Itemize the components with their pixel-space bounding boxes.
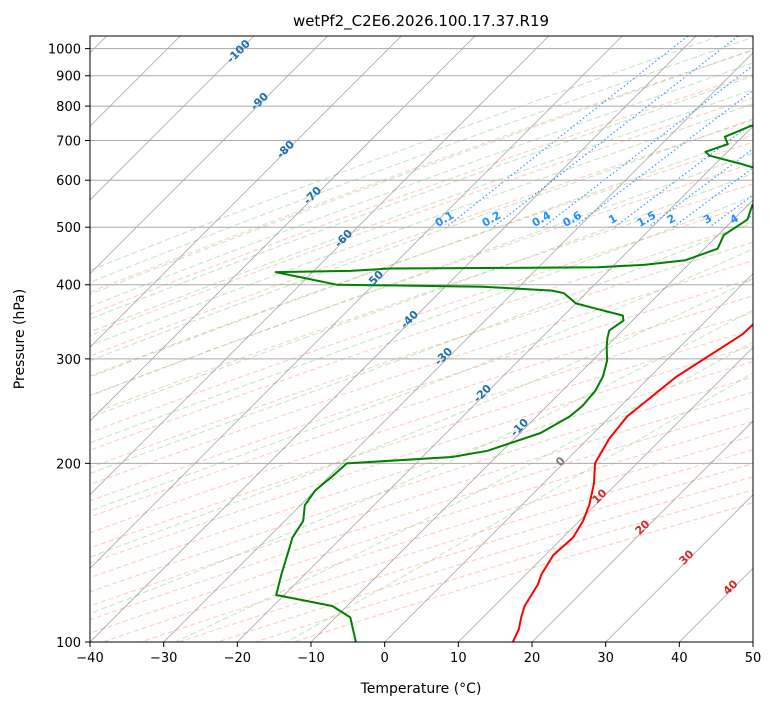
isotherm <box>384 273 753 642</box>
x-tick-label: −40 <box>76 651 103 666</box>
moist-adiabat <box>90 75 753 320</box>
isotherm <box>310 199 753 642</box>
background-lines <box>90 36 753 642</box>
dry-adiabat <box>90 97 753 336</box>
y-tick-label: 600 <box>56 174 81 189</box>
dry-adiabat <box>90 241 753 469</box>
isotherm <box>90 36 328 275</box>
isotherm <box>90 36 255 201</box>
x-tick-label: 20 <box>524 651 541 666</box>
x-tick-label: 50 <box>745 651 762 666</box>
y-tick-label: 700 <box>56 134 81 149</box>
moist-adiabat <box>90 278 753 558</box>
dry-adiabat <box>90 328 753 549</box>
series-layer <box>274 124 753 642</box>
x-tick-label: 30 <box>597 651 614 666</box>
isotherm <box>90 36 549 496</box>
y-axis-label: Pressure (hPa) <box>12 289 28 389</box>
moist-adiabat <box>90 309 753 615</box>
mixing-ratio-line <box>672 167 753 228</box>
x-tick-label: 40 <box>671 651 688 666</box>
moist-adiabat <box>90 62 753 308</box>
dry-adiabat <box>90 141 753 377</box>
moist-adiabat <box>90 49 753 295</box>
dry-adiabat <box>90 295 753 518</box>
isotherm <box>90 36 697 642</box>
dry-adiabat <box>90 162 753 396</box>
y-tick-label: 100 <box>56 636 81 651</box>
y-tick-label: 1000 <box>48 43 81 58</box>
dry-adiabat <box>90 391 753 607</box>
dry-adiabat <box>90 312 753 534</box>
chart-title: wetPf2_C2E6.2026.100.17.37.R19 <box>293 12 549 31</box>
y-tick-label: 300 <box>56 353 81 368</box>
isotherm <box>531 420 753 642</box>
moist-adiabat <box>90 36 720 271</box>
x-axis-label: Temperature (°C) <box>360 681 482 697</box>
moist-adiabat <box>90 152 753 397</box>
dry-adiabat <box>90 361 753 579</box>
y-tick-label: 800 <box>56 100 81 115</box>
isotherm <box>163 52 753 642</box>
moist-adiabat <box>90 172 753 418</box>
isotherm <box>90 36 623 569</box>
isotherm <box>90 36 476 422</box>
y-tick-label: 200 <box>56 457 81 472</box>
moist-adiabat <box>90 220 753 475</box>
dry-adiabat <box>90 277 753 502</box>
moist-adiabat <box>90 36 753 283</box>
moist-adiabat <box>90 89 753 333</box>
dry-adiabat <box>90 376 753 593</box>
moist-adiabat <box>90 195 753 444</box>
dry-adiabat <box>90 345 753 564</box>
isotherm <box>237 125 753 642</box>
moist-adiabat <box>90 118 753 362</box>
dewpoint-profile <box>274 124 753 642</box>
y-tick-label: 900 <box>56 70 81 85</box>
plot-background <box>90 36 753 642</box>
mixing-ratio-line <box>573 89 753 228</box>
isotherm <box>458 346 753 642</box>
x-tick-label: −30 <box>150 651 177 666</box>
isotherm <box>605 494 753 642</box>
grid-lines <box>90 36 753 642</box>
x-tick-label: −20 <box>224 651 251 666</box>
dry-adiabat <box>90 49 753 293</box>
temperature-profile <box>511 323 753 642</box>
plot-frame <box>89 35 754 643</box>
y-tick-label: 500 <box>56 221 81 236</box>
mixing-ratio-line <box>542 64 753 228</box>
x-tick-label: 0 <box>381 651 389 666</box>
y-axis: 100 200 300 400 500 600 700 800 900 1000 <box>48 43 90 651</box>
x-axis: −40 −30 −20 −10 0 10 20 30 40 50 <box>76 642 761 666</box>
x-tick-label: 10 <box>450 651 467 666</box>
x-tick-label: −10 <box>297 651 324 666</box>
y-tick-label: 400 <box>56 279 81 294</box>
isotherm <box>90 36 402 348</box>
